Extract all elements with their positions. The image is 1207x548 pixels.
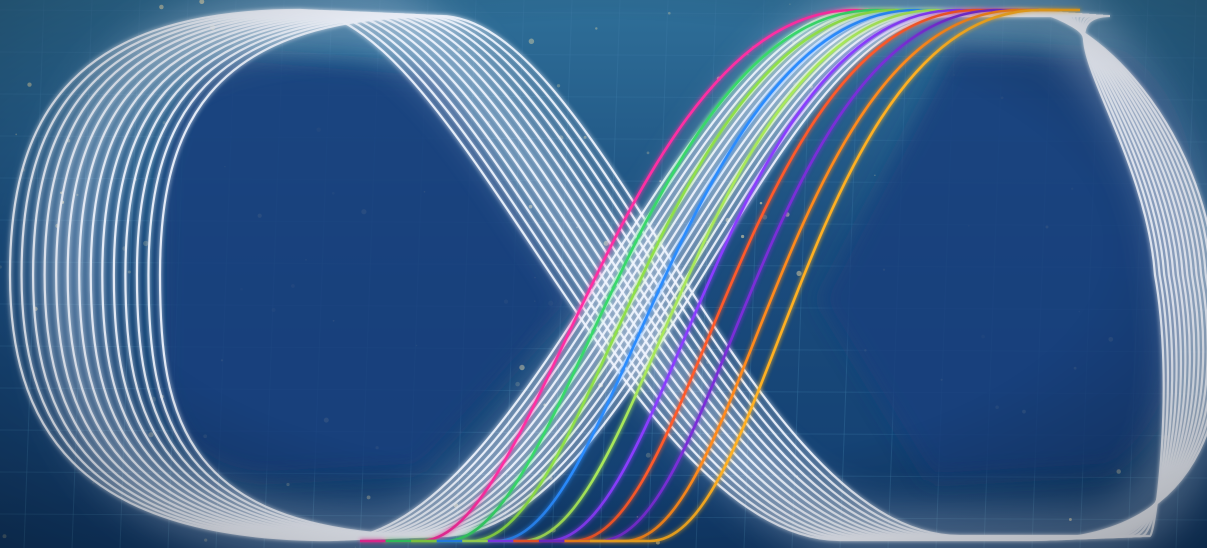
vignette-overlay <box>0 0 1207 548</box>
infinity-strands-illustration <box>0 0 1207 548</box>
